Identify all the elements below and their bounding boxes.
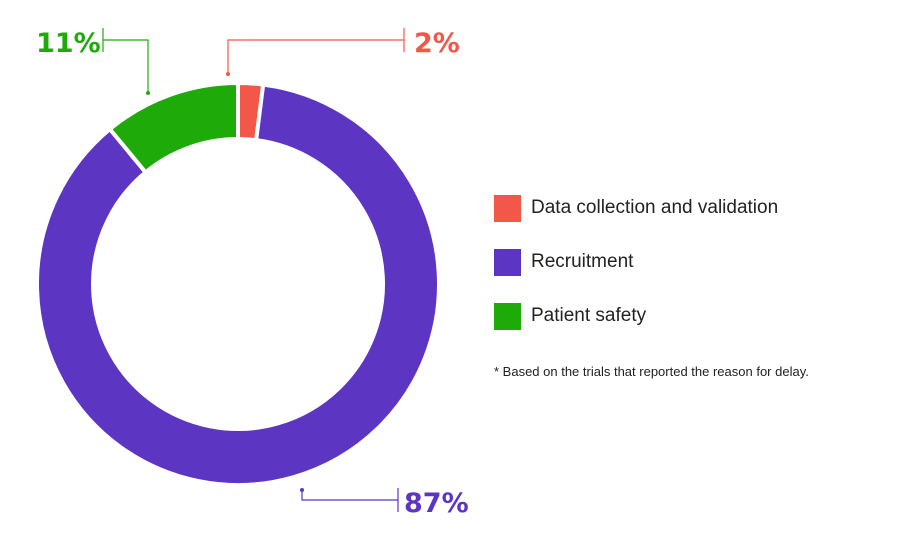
data-label-patient-safety: 11% [36, 28, 101, 59]
data-label-recruitment: 87% [404, 488, 469, 519]
slice-patient-safety [107, 80, 240, 176]
chart-legend: Data collection and validation Recruitme… [494, 194, 894, 356]
legend-swatch-data-collection [494, 194, 521, 222]
legend-item-recruitment: Recruitment [494, 248, 894, 276]
donut-slices [35, 80, 441, 487]
callout-line-patient-safety [103, 39, 149, 93]
callout-dot-data-collection [226, 72, 230, 76]
data-label-data-collection: 2% [414, 28, 460, 59]
callout-dot-recruitment [300, 488, 304, 492]
slice-recruitment [35, 82, 441, 487]
legend-item-data-collection: Data collection and validation [494, 194, 894, 222]
legend-label-data-collection: Data collection and validation [531, 197, 779, 218]
callout-line-recruitment [301, 490, 398, 501]
legend-label-patient-safety: Patient safety [531, 305, 647, 326]
legend-swatch-recruitment [494, 248, 521, 276]
callout-dot-patient-safety [146, 91, 150, 95]
legend-label-recruitment: Recruitment [531, 251, 634, 272]
legend-item-patient-safety: Patient safety [494, 302, 894, 330]
legend-swatch-patient-safety [494, 302, 521, 330]
slice-callouts: 2% 11% 87% [36, 28, 469, 519]
chart-footnote: * Based on the trials that reported the … [494, 364, 809, 379]
callout-line-data-collection [227, 39, 404, 74]
